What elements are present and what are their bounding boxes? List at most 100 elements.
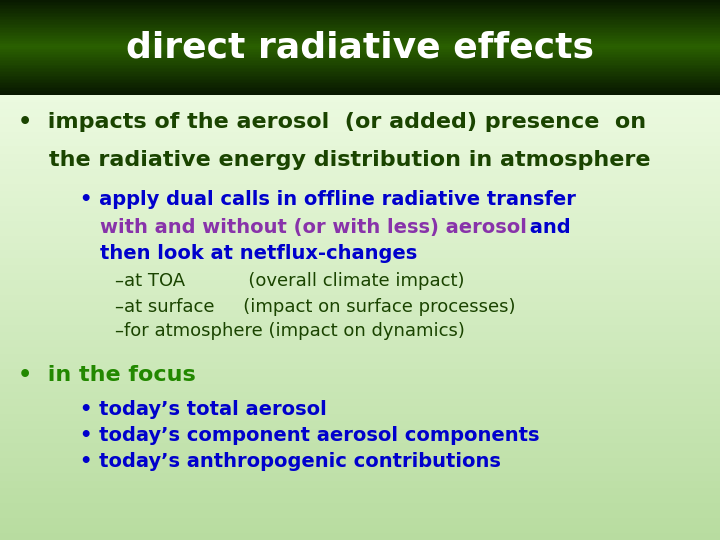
Bar [0, 0, 720, 2]
Bar [0, 64, 720, 66]
Bar [0, 37, 720, 39]
Bar [0, 22, 720, 24]
Bar [0, 227, 720, 235]
Bar [0, 14, 720, 16]
Bar [0, 220, 720, 228]
Bar [0, 287, 720, 295]
Bar [0, 82, 720, 84]
Bar [0, 91, 720, 93]
Bar [0, 34, 720, 36]
Bar [0, 465, 720, 473]
Bar [0, 18, 720, 21]
Bar [0, 316, 720, 325]
Bar [0, 109, 720, 117]
Bar [0, 44, 720, 46]
Bar [0, 45, 720, 47]
Text: and: and [523, 218, 571, 237]
Bar [0, 198, 720, 206]
Text: • today’s anthropogenic contributions: • today’s anthropogenic contributions [80, 452, 501, 471]
Bar [0, 339, 720, 347]
Bar [0, 472, 720, 481]
Bar [0, 32, 720, 35]
Bar [0, 53, 720, 55]
Bar [0, 480, 720, 488]
Text: • today’s total aerosol: • today’s total aerosol [80, 400, 327, 419]
Bar [0, 65, 720, 68]
Bar [0, 139, 720, 146]
Bar [0, 31, 720, 33]
Bar [0, 67, 720, 69]
Bar [0, 86, 720, 88]
Bar [0, 58, 720, 60]
Bar [0, 50, 720, 52]
Bar [0, 77, 720, 79]
Bar [0, 443, 720, 451]
Bar [0, 302, 720, 310]
Bar [0, 89, 720, 91]
Bar [0, 399, 720, 406]
Bar [0, 61, 720, 63]
Bar [0, 40, 720, 43]
Bar [0, 85, 720, 86]
Bar [0, 495, 720, 503]
Bar [0, 488, 720, 496]
Bar [0, 28, 720, 30]
Bar [0, 73, 720, 76]
Bar [0, 369, 720, 377]
Bar [0, 205, 720, 213]
Bar [0, 235, 720, 243]
Bar [0, 309, 720, 317]
Bar [0, 39, 720, 41]
Bar [0, 510, 720, 518]
Text: –at TOA           (overall climate impact): –at TOA (overall climate impact) [115, 272, 464, 290]
Bar [0, 324, 720, 332]
Bar [0, 131, 720, 139]
Bar [0, 8, 720, 10]
Bar [0, 532, 720, 540]
Bar [0, 361, 720, 369]
Bar [0, 294, 720, 302]
Bar [0, 280, 720, 287]
Bar [0, 191, 720, 199]
Bar [0, 25, 720, 27]
Bar [0, 265, 720, 273]
Text: –at surface     (impact on surface processes): –at surface (impact on surface processes… [115, 298, 516, 316]
Bar [0, 406, 720, 414]
Bar [0, 176, 720, 184]
Bar [0, 42, 720, 44]
Bar [0, 183, 720, 191]
Bar [0, 29, 720, 31]
Bar [0, 72, 720, 74]
Bar [0, 48, 720, 50]
Bar [0, 1, 720, 3]
Text: • today’s component aerosol components: • today’s component aerosol components [80, 426, 539, 445]
Text: with and without (or with less) aerosol: with and without (or with less) aerosol [100, 218, 527, 237]
Bar [0, 347, 720, 354]
Text: –for atmosphere (impact on dynamics): –for atmosphere (impact on dynamics) [115, 322, 465, 340]
Bar [0, 63, 720, 65]
Bar [0, 258, 720, 265]
Bar [0, 376, 720, 384]
Bar [0, 354, 720, 362]
Bar [0, 78, 720, 80]
Bar [0, 502, 720, 510]
Bar [0, 3, 720, 5]
Text: the radiative energy distribution in atmosphere: the radiative energy distribution in atm… [18, 150, 650, 170]
Bar [0, 242, 720, 251]
Bar [0, 56, 720, 58]
Bar [0, 428, 720, 436]
Bar [0, 15, 720, 17]
Bar [0, 6, 720, 8]
Bar [0, 450, 720, 458]
Bar [0, 59, 720, 62]
Bar [0, 23, 720, 25]
Bar [0, 332, 720, 340]
Bar [0, 168, 720, 176]
Bar [0, 213, 720, 221]
Bar [0, 87, 720, 90]
Bar [0, 458, 720, 465]
Bar [0, 421, 720, 429]
Bar [0, 383, 720, 392]
Bar [0, 153, 720, 161]
Text: • apply dual calls in offline radiative transfer: • apply dual calls in offline radiative … [80, 190, 576, 209]
